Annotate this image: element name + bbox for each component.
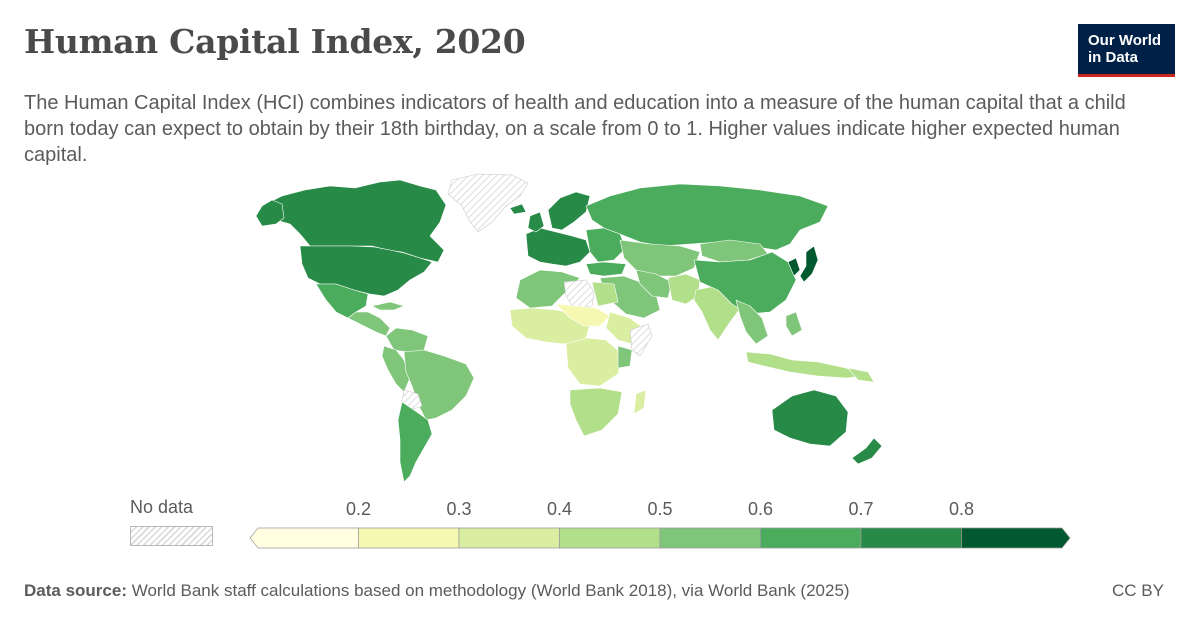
region-somalia[interactable] — [629, 323, 653, 357]
legend-bin[interactable] — [458, 527, 560, 549]
region-north-africa[interactable] — [515, 269, 581, 309]
region-australia[interactable] — [771, 389, 849, 447]
legend-tick-label: 0.4 — [547, 499, 572, 519]
region-madagascar[interactable] — [633, 389, 647, 415]
region-southeast-asia[interactable] — [735, 299, 769, 345]
region-india[interactable] — [693, 285, 743, 341]
owid-logo[interactable]: Our World in Data — [1078, 24, 1175, 77]
region-mexico[interactable] — [315, 283, 369, 319]
region-iceland[interactable] — [509, 203, 527, 215]
region-kenya[interactable] — [617, 345, 633, 369]
legend-bin[interactable] — [760, 527, 862, 549]
region-russia[interactable] — [585, 183, 829, 251]
region-indonesia[interactable] — [745, 351, 865, 379]
region-china[interactable] — [693, 251, 797, 315]
region-alaska[interactable] — [255, 199, 285, 227]
region-colombia-venezuela[interactable] — [385, 327, 429, 353]
region-argentina-chile[interactable] — [397, 401, 433, 483]
region-mongolia[interactable] — [699, 239, 769, 263]
legend-bin[interactable] — [358, 527, 460, 549]
region-canada[interactable] — [261, 179, 447, 263]
region-southern-africa[interactable] — [569, 387, 623, 437]
region-west-africa[interactable] — [509, 307, 591, 345]
region-caribbean[interactable] — [371, 301, 405, 311]
region-libya[interactable] — [563, 279, 595, 309]
legend-bin[interactable] — [659, 527, 761, 549]
legend-bin[interactable] — [860, 527, 962, 549]
region-turkey[interactable] — [585, 261, 627, 277]
legend-bin[interactable] — [559, 527, 661, 549]
logo-line-1: Our World — [1088, 32, 1162, 49]
legend-tick-label: 0.8 — [949, 499, 974, 519]
region-central-asia[interactable] — [619, 239, 701, 277]
legend-tick-label: 0.2 — [346, 499, 371, 519]
chart-subtitle: The Human Capital Index (HCI) combines i… — [24, 92, 1126, 166]
legend-bin[interactable] — [961, 527, 1071, 549]
legend-tick-label: 0.3 — [446, 499, 471, 519]
data-source-label: Data source: — [24, 581, 127, 600]
legend-no-data-swatch[interactable] — [130, 526, 213, 546]
region-korea[interactable] — [787, 257, 801, 277]
region-horn-of-africa[interactable] — [605, 311, 647, 345]
region-egypt[interactable] — [591, 281, 619, 307]
legend-tick-label: 0.5 — [647, 499, 672, 519]
region-western-europe[interactable] — [525, 227, 591, 267]
region-usa[interactable] — [299, 245, 433, 297]
region-philippines[interactable] — [785, 311, 803, 337]
region-papua-new-guinea[interactable] — [847, 367, 875, 383]
region-middle-east[interactable] — [599, 275, 661, 319]
region-uk[interactable] — [527, 211, 545, 233]
legend-tick-label: 0.7 — [848, 499, 873, 519]
region-central-africa[interactable] — [565, 337, 623, 387]
region-pakistan-afghanistan[interactable] — [667, 273, 701, 305]
region-greenland[interactable] — [447, 173, 529, 233]
region-central-america[interactable] — [347, 311, 391, 337]
license-link[interactable]: CC BY — [1112, 581, 1164, 600]
region-bolivia[interactable] — [401, 389, 423, 411]
data-source: Data source: World Bank staff calculatio… — [24, 581, 850, 601]
data-source-text: World Bank staff calculations based on m… — [126, 581, 850, 600]
logo-line-2: in Data — [1088, 49, 1139, 66]
legend-bin[interactable] — [249, 527, 359, 549]
region-japan[interactable] — [799, 245, 819, 283]
region-new-zealand[interactable] — [851, 437, 883, 465]
chart-title: Human Capital Index, 2020 — [24, 22, 526, 61]
region-sahel[interactable] — [555, 303, 611, 327]
region-eastern-europe[interactable] — [585, 227, 627, 263]
region-iran[interactable] — [635, 269, 673, 299]
region-peru-ecuador[interactable] — [381, 345, 411, 393]
region-brazil[interactable] — [403, 349, 475, 421]
legend-tick-label: 0.6 — [748, 499, 773, 519]
legend-no-data-label: No data — [130, 497, 194, 517]
region-scandinavia[interactable] — [547, 191, 591, 231]
